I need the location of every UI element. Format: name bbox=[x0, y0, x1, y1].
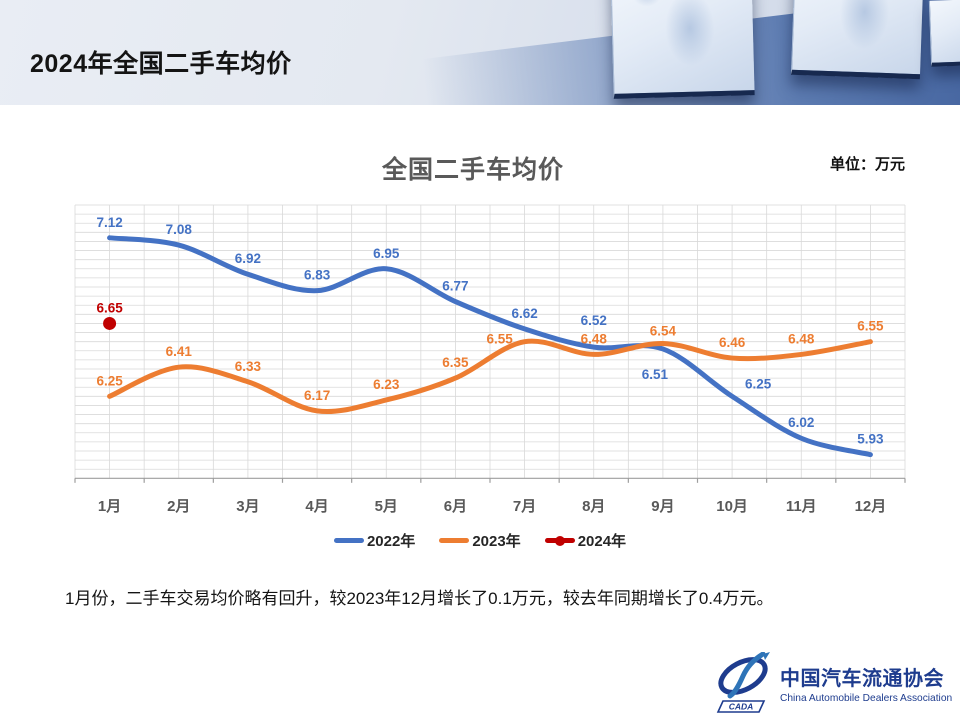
unit-label: 单位：万元 bbox=[829, 156, 905, 173]
legend-marker-2024 bbox=[544, 535, 575, 546]
org-name-en: China Automobile Dealers Association bbox=[780, 693, 953, 704]
data-labels-2023年: 6.25 6.41 6.33 6.17 6.23 6.35 6.55 6.48 6.54 6.46… bbox=[96, 319, 884, 403]
data-label: 6.46 bbox=[719, 335, 746, 350]
slide-header: 2024年全国二手车均价 bbox=[0, 0, 960, 105]
data-label: 6.25 bbox=[745, 376, 772, 391]
x-axis bbox=[74, 477, 906, 483]
legend-marker-2023 bbox=[439, 538, 470, 543]
legend-item-2024: 2024年 bbox=[544, 530, 627, 551]
data-label: 6.48 bbox=[788, 331, 815, 346]
legend-label: 2024年 bbox=[577, 533, 627, 550]
data-label: 6.65 bbox=[96, 300, 123, 315]
data-label: 6.02 bbox=[788, 415, 814, 430]
data-labels-2022年: 7.12 7.086.926.836.956.776.62 6.526.516.25… bbox=[96, 215, 884, 447]
data-label: 6.25 bbox=[96, 373, 123, 388]
series-2024年 bbox=[103, 316, 117, 330]
globe-cube-icon bbox=[790, 0, 925, 80]
summary-text: 1月份，二手车交易均价略有回升，较2023年12月增长了0.1万元，较去年同期增… bbox=[65, 589, 774, 608]
logo-acronym: CADA bbox=[729, 702, 754, 712]
x-tick-label: 7月 bbox=[513, 498, 536, 515]
data-label: 6.54 bbox=[650, 323, 677, 338]
data-label: 6.77 bbox=[442, 279, 468, 294]
data-label: 6.35 bbox=[442, 355, 469, 370]
legend-item-2022: 2022年 bbox=[333, 530, 416, 551]
data-label: 6.51 bbox=[642, 367, 669, 382]
globe-cube-icon bbox=[610, 0, 755, 99]
x-tick-label: 8月 bbox=[582, 498, 605, 515]
data-label: 5.93 bbox=[857, 432, 884, 447]
x-tick-label: 4月 bbox=[305, 498, 328, 515]
x-axis-labels: 1月 2月 3月 4月 5月 6月 7月 8月 9月 10月 11月 12月 bbox=[98, 498, 886, 515]
org-name-cn: 中国汽车流通协会 bbox=[780, 668, 944, 690]
legend-marker-2022 bbox=[333, 538, 364, 543]
data-label: 6.95 bbox=[373, 246, 400, 261]
data-label: 6.83 bbox=[304, 268, 331, 283]
x-tick-label: 2月 bbox=[167, 498, 190, 515]
line-chart: 7.12 7.086.926.836.956.776.62 6.526.516.25… bbox=[74, 204, 906, 515]
footer: CADA 中国汽车流通协会 China Automobile Dealers A… bbox=[716, 652, 952, 714]
data-label: 6.52 bbox=[581, 313, 607, 328]
x-tick-label: 11月 bbox=[786, 498, 817, 515]
world-map-texture bbox=[792, 0, 925, 75]
legend-label: 2023年 bbox=[472, 533, 521, 550]
globe-cube-icon bbox=[928, 0, 960, 67]
legend-dot bbox=[554, 535, 565, 546]
chart-title: 全国二手车均价 bbox=[381, 156, 565, 184]
x-tick-label: 10月 bbox=[716, 498, 748, 515]
series-2022年 bbox=[107, 235, 873, 458]
data-label: 6.23 bbox=[373, 377, 400, 392]
x-tick-label: 5月 bbox=[375, 498, 398, 515]
data-label: 6.62 bbox=[511, 306, 537, 321]
cada-logo-icon: CADA bbox=[716, 652, 770, 713]
data-label: 6.55 bbox=[486, 332, 513, 347]
x-tick-label: 1月 bbox=[98, 498, 121, 515]
chart-legend: 2022年 2023年 2024年 bbox=[0, 530, 960, 551]
world-map-texture bbox=[611, 0, 755, 94]
data-labels-2024年: 6.65 bbox=[96, 300, 123, 315]
data-label: 6.33 bbox=[235, 359, 262, 374]
data-label: 6.48 bbox=[581, 331, 608, 346]
legend-item-2023: 2023年 bbox=[439, 530, 521, 551]
x-tick-label: 3月 bbox=[236, 498, 259, 515]
legend-label: 2022年 bbox=[366, 533, 416, 550]
data-label: 6.55 bbox=[857, 319, 884, 334]
page-title: 2024年全国二手车均价 bbox=[30, 50, 292, 78]
x-tick-label: 6月 bbox=[444, 498, 467, 515]
data-label: 7.08 bbox=[166, 222, 193, 237]
data-label: 6.92 bbox=[235, 251, 261, 266]
data-label: 6.17 bbox=[304, 388, 330, 403]
data-label: 7.12 bbox=[96, 215, 122, 230]
data-label: 6.41 bbox=[166, 344, 193, 359]
x-tick-label: 9月 bbox=[651, 498, 674, 515]
series-2023年 bbox=[107, 338, 873, 415]
x-tick-label: 12月 bbox=[855, 498, 887, 515]
